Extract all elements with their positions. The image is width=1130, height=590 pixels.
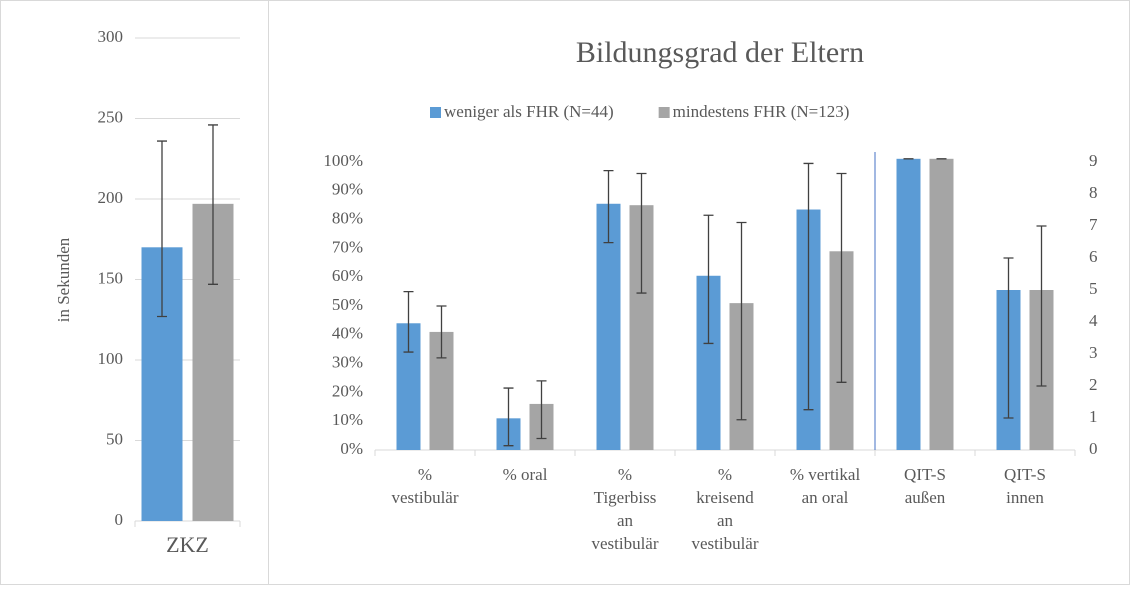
error-bar <box>703 214 714 345</box>
x-tick-label: an <box>717 511 734 530</box>
y2-tick-label: 3 <box>1089 343 1098 362</box>
error-bar <box>1036 225 1047 387</box>
x-tick-label: vestibulär <box>691 534 758 553</box>
legend-swatch <box>430 107 441 118</box>
error-bar <box>603 169 614 244</box>
x-tick-label: kreisend <box>696 488 754 507</box>
x-tick-label: % oral <box>503 465 548 484</box>
bar <box>896 158 921 451</box>
y-tick-label: 50 <box>106 429 123 448</box>
error-bar <box>208 124 218 285</box>
y2-tick-label: 5 <box>1089 279 1098 298</box>
x-tick-label: außen <box>905 488 946 507</box>
error-bar <box>836 172 847 383</box>
y-tick-label: 30% <box>332 353 363 372</box>
y2-tick-label: 7 <box>1089 215 1098 234</box>
y-tick-label: 0% <box>340 439 363 458</box>
y-tick-label: 20% <box>332 381 363 400</box>
error-bar <box>503 387 514 447</box>
y-tick-label: 40% <box>332 324 363 343</box>
y-tick-label: 150 <box>98 268 124 287</box>
error-bar <box>403 290 414 353</box>
x-tick-label: ZKZ <box>166 532 209 557</box>
x-tick-label: % <box>618 465 632 484</box>
error-bar <box>803 162 814 411</box>
x-tick-label: Tigerbiss <box>594 488 657 507</box>
x-tick-label: an oral <box>802 488 849 507</box>
y-tick-label: 80% <box>332 209 363 228</box>
x-tick-label: QIT-S <box>1004 465 1046 484</box>
y-tick-label: 70% <box>332 237 363 256</box>
y2-tick-label: 8 <box>1089 183 1098 202</box>
error-bar <box>157 140 167 318</box>
bar <box>596 203 621 450</box>
error-bar <box>636 172 647 294</box>
y-tick-label: 100 <box>98 349 124 368</box>
error-bar <box>1003 257 1014 419</box>
y2-tick-label: 1 <box>1089 407 1098 426</box>
x-tick-label: % <box>718 465 732 484</box>
legend-label: mindestens FHR (N=123) <box>673 102 850 121</box>
y-tick-label: 100% <box>323 151 363 170</box>
x-tick-label: % <box>418 465 432 484</box>
legend-label: weniger als FHR (N=44) <box>444 102 614 121</box>
y2-tick-label: 4 <box>1089 311 1098 330</box>
x-tick-label: QIT-S <box>904 465 946 484</box>
y-tick-label: 250 <box>98 107 124 126</box>
y2-tick-label: 2 <box>1089 375 1098 394</box>
x-tick-label: innen <box>1006 488 1044 507</box>
x-tick-label: vestibulär <box>591 534 658 553</box>
y-tick-label: 200 <box>98 188 124 207</box>
chart-title: Bildungsgrad der Eltern <box>576 36 864 69</box>
x-tick-label: % vertikal <box>790 465 861 484</box>
error-bar <box>536 380 547 440</box>
x-tick-label: an <box>617 511 634 530</box>
y-axis-label: in Sekunden <box>54 237 73 322</box>
y2-tick-label: 6 <box>1089 247 1098 266</box>
error-bar <box>436 305 447 359</box>
y-tick-label: 10% <box>332 410 363 429</box>
bar <box>929 158 954 451</box>
error-bar <box>736 221 747 421</box>
y-tick-label: 300 <box>98 27 124 46</box>
y-tick-label: 90% <box>332 180 363 199</box>
x-tick-label: vestibulär <box>391 488 458 507</box>
y-tick-label: 50% <box>332 295 363 314</box>
y-tick-label: 0 <box>115 510 124 529</box>
legend-swatch <box>658 107 670 118</box>
y-tick-label: 60% <box>332 266 363 285</box>
y2-tick-label: 9 <box>1089 151 1098 170</box>
y2-tick-label: 0 <box>1089 439 1098 458</box>
